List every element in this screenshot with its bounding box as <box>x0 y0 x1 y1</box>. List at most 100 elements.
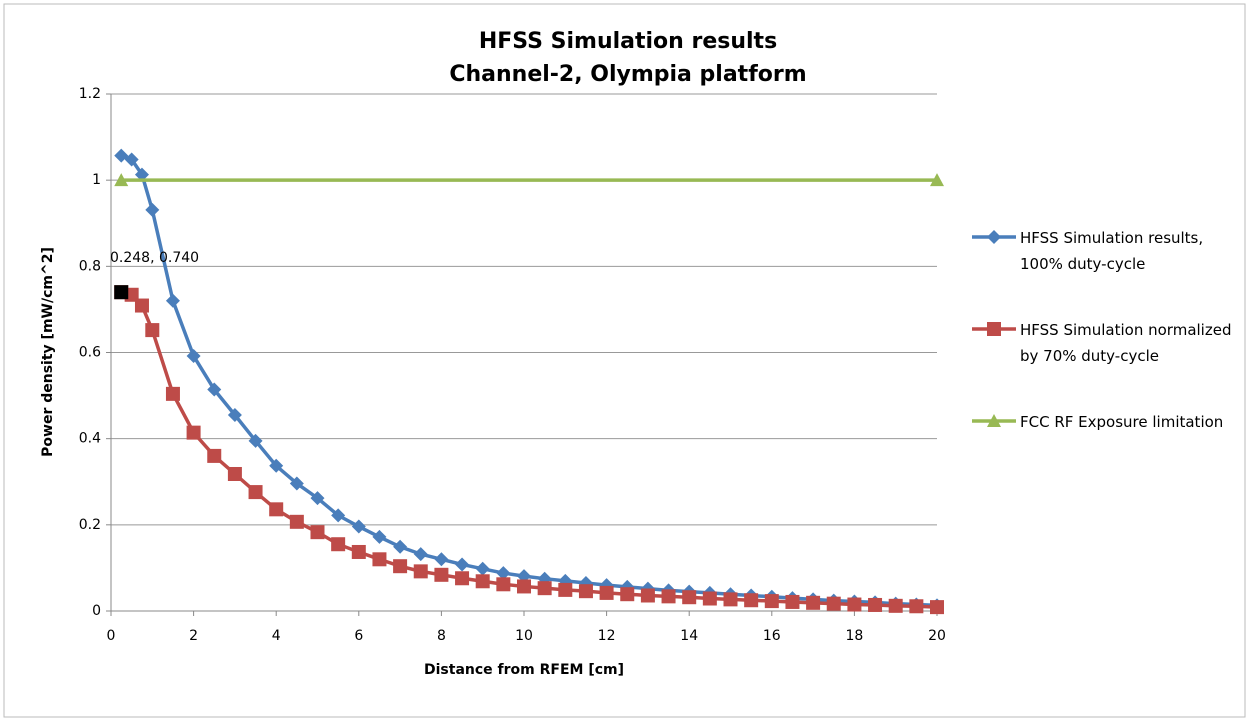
legend-label: FCC RF Exposure limitation <box>1020 413 1224 431</box>
y-tick-label: 0.8 <box>79 258 101 274</box>
legend-marker <box>987 322 1001 336</box>
marker <box>207 448 222 463</box>
x-tick-label: 10 <box>515 628 533 644</box>
x-tick-label: 2 <box>189 628 198 644</box>
marker <box>888 598 903 613</box>
y-tick-label: 1 <box>92 172 101 188</box>
marker <box>114 148 129 163</box>
marker <box>847 597 862 612</box>
x-tick-label: 18 <box>845 628 863 644</box>
annotation: 0.248, 0.740 <box>110 250 199 266</box>
marker <box>475 574 490 589</box>
marker <box>682 590 697 605</box>
marker <box>134 298 149 313</box>
legend: HFSS Simulation results, 100% duty-cycle… <box>970 225 1240 475</box>
marker <box>661 589 676 604</box>
marker <box>248 433 263 448</box>
marker <box>165 293 180 308</box>
marker <box>134 167 149 182</box>
marker <box>331 508 346 523</box>
marker <box>764 594 779 609</box>
marker <box>248 485 263 500</box>
marker <box>475 561 490 576</box>
legend-item: HFSS Simulation results, 100% duty-cycle <box>970 225 1240 277</box>
marker <box>620 587 635 602</box>
marker <box>868 597 883 612</box>
y-tick-label: 0.2 <box>79 517 101 533</box>
marker <box>289 514 304 529</box>
x-tick-label: 16 <box>763 628 781 644</box>
x-tick-label: 12 <box>598 628 616 644</box>
marker <box>145 323 160 338</box>
x-tick-label: 8 <box>437 628 446 644</box>
y-tick-label: 0.4 <box>79 431 101 447</box>
marker <box>806 595 821 610</box>
marker <box>744 593 759 608</box>
marker <box>114 173 129 187</box>
marker <box>930 173 944 187</box>
marker <box>269 458 284 473</box>
x-tick-label: 0 <box>107 628 116 644</box>
marker <box>455 571 470 586</box>
marker <box>269 502 284 517</box>
marker <box>723 592 738 607</box>
x-tick-label: 4 <box>272 628 281 644</box>
marker <box>227 466 242 481</box>
x-tick-label: 6 <box>354 628 363 644</box>
y-tick-label: 1.2 <box>79 86 101 102</box>
marker <box>145 202 160 217</box>
y-tick-label: 0.6 <box>79 345 101 361</box>
marker <box>165 386 180 401</box>
x-tick-label: 14 <box>680 628 698 644</box>
marker <box>310 525 325 540</box>
marker <box>227 407 242 422</box>
marker <box>578 584 593 599</box>
marker <box>496 566 511 581</box>
legend-swatch <box>972 230 1016 244</box>
marker <box>785 594 800 609</box>
marker <box>826 596 841 611</box>
x-tick-label: 20 <box>928 628 946 644</box>
marker <box>455 557 470 572</box>
marker <box>702 591 717 606</box>
marker <box>207 382 222 397</box>
marker <box>351 519 366 534</box>
chart-title: HFSS Simulation results <box>479 29 777 54</box>
legend-label: HFSS Simulation normalized by 70% duty-c… <box>1020 321 1232 365</box>
x-axis-label: Distance from RFEM [cm] <box>424 662 624 678</box>
marker <box>599 585 614 600</box>
marker <box>289 476 304 491</box>
marker <box>124 152 139 167</box>
highlight-marker <box>114 285 129 300</box>
legend-swatch <box>972 322 1016 336</box>
marker <box>930 600 944 615</box>
marker <box>186 348 201 363</box>
marker <box>434 552 449 567</box>
legend-marker <box>987 414 1001 427</box>
legend-marker <box>987 230 1001 244</box>
marker <box>909 599 924 614</box>
marker <box>558 582 573 597</box>
marker <box>537 581 552 596</box>
marker <box>310 491 325 506</box>
marker <box>517 579 531 594</box>
chart-subtitle: Channel-2, Olympia platform <box>449 62 806 87</box>
marker <box>413 564 428 579</box>
legend-label: HFSS Simulation results, 100% duty-cycle <box>1020 229 1204 273</box>
y-tick-label: 0 <box>92 603 101 619</box>
marker <box>331 537 346 552</box>
legend-item: FCC RF Exposure limitation <box>970 409 1240 435</box>
marker <box>186 425 201 440</box>
marker <box>496 577 511 592</box>
marker <box>351 544 366 559</box>
y-axis-label: Power density [mW/cm^2] <box>40 247 56 457</box>
marker <box>393 559 408 574</box>
marker <box>372 529 387 544</box>
legend-swatch <box>972 414 1016 427</box>
marker <box>372 552 387 567</box>
marker <box>413 547 428 562</box>
legend-item: HFSS Simulation normalized by 70% duty-c… <box>970 317 1240 369</box>
marker <box>640 588 655 603</box>
